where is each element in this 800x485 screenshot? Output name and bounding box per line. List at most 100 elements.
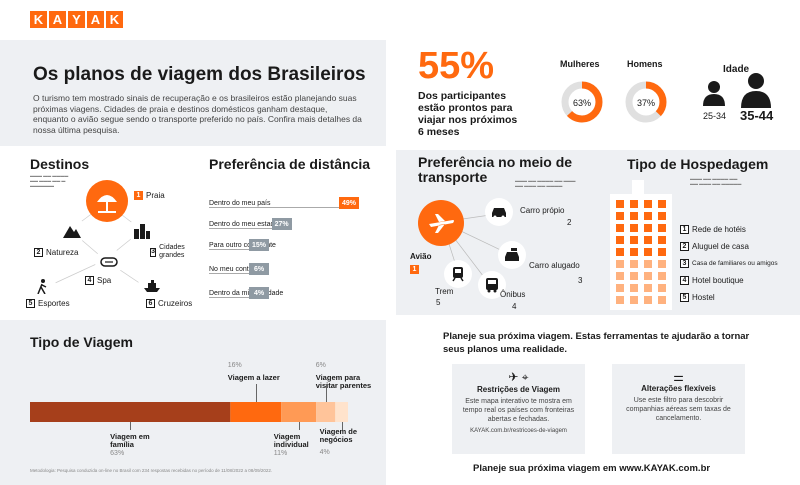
- tipo-viagem-label: Viagem de negócios: [319, 427, 358, 444]
- tipo-viagem-segment: [316, 402, 336, 422]
- distancia-row-value: 4%: [249, 287, 269, 299]
- tool-alteracoes-title: Alterações flexíveis: [641, 384, 716, 393]
- tipo-viagem-leader: [130, 422, 132, 430]
- destino-item-esportes: 5 Esportes: [26, 299, 70, 308]
- person-large-icon: [741, 73, 771, 108]
- hotel-window: [616, 296, 624, 304]
- tool-restricoes[interactable]: ✈ ⌖ Restrições de Viagem Este mapa inter…: [452, 364, 585, 454]
- tool-restricoes-title: Restrições de Viagem: [476, 385, 560, 394]
- tipo-viagem-title: Tipo de Viagem: [30, 334, 133, 350]
- person-small-icon: [703, 81, 725, 106]
- hotel-window: [630, 200, 638, 208]
- hotel-window: [644, 224, 652, 232]
- tool-restricoes-link[interactable]: KAYAK.com.br/restricoes-de-viagem: [470, 428, 567, 434]
- hiking-icon: [28, 272, 56, 300]
- airplane-icon: [418, 200, 464, 246]
- tipo-viagem-pct: 63%: [110, 450, 125, 457]
- hotel-window: [630, 260, 638, 268]
- hotel-window: [658, 200, 666, 208]
- hospedagem-item: 3 Casa de familiares ou amigos: [680, 259, 778, 268]
- hospedagem-title: Tipo de Hospedagem: [627, 156, 769, 172]
- spa-icon: [95, 248, 123, 276]
- hospedagem-item: 1 Rede de hotéis: [680, 225, 746, 234]
- hospedagem-item-label: Casa de familiares ou amigos: [692, 260, 778, 267]
- hotel-window: [616, 200, 624, 208]
- hotel-window: [644, 284, 652, 292]
- hospedagem-item-number: 2: [680, 242, 689, 251]
- distancia-row-label: Dentro da minha cidade: [209, 289, 284, 297]
- intro-panel: Os planos de viagem dos Brasileiros O tu…: [0, 40, 386, 146]
- hotel-window: [630, 248, 638, 256]
- hospedagem-item-number: 1: [680, 225, 689, 234]
- tool-alteracoes[interactable]: ⚌ Alterações flexíveis Use este filtro p…: [612, 364, 745, 454]
- destino-item-praia: 1 Praia: [134, 191, 165, 200]
- methodology-note: Metodologia: Pesquisa conduzida on-line …: [30, 468, 273, 473]
- distancia-row-label: Dentro do meu país: [209, 199, 271, 207]
- tipo-viagem-leader: [341, 422, 343, 430]
- transporte-carro-alugado-n: 3: [578, 276, 583, 285]
- distancia-row-bar: [209, 297, 269, 298]
- tipo-viagem-segment: [281, 402, 317, 422]
- distancia-row-bar: [209, 273, 269, 274]
- hotel-building-icon: [610, 180, 672, 310]
- hotel-window: [616, 224, 624, 232]
- hospedagem-item-number: 5: [680, 293, 689, 302]
- hospedagem-item-label: Rede de hotéis: [692, 225, 746, 234]
- women-pct: 63%: [572, 98, 591, 108]
- mountain-icon: [58, 217, 86, 245]
- transporte-trem-n: 5: [436, 298, 441, 307]
- age-b: 35-44: [740, 108, 774, 123]
- hotel-window: [644, 200, 652, 208]
- hospedagem-item: 2 Aluguel de casa: [680, 242, 749, 251]
- distancia-row-label: No meu continente: [209, 265, 268, 273]
- transporte-aviao-label: Avião: [410, 252, 432, 261]
- distancia-title: Preferência de distância: [209, 156, 371, 172]
- tipo-viagem-bar: [30, 402, 348, 422]
- distancia-row: Dentro da minha cidade 4%: [209, 287, 369, 299]
- hotel-window: [644, 236, 652, 244]
- men-label: Homens: [627, 59, 663, 69]
- tools-intro: Planeje sua próxima viagem. Estas ferram…: [443, 331, 750, 355]
- destino-item-cidades: 3 Cidades grandes: [150, 244, 185, 259]
- tipo-viagem-leader: [255, 384, 257, 402]
- hotel-window: [616, 284, 624, 292]
- distancia-row-value: 27%: [271, 218, 292, 230]
- tipo-viagem-segment: [230, 402, 282, 422]
- hospedagem-item: 5 Hostel: [680, 293, 715, 302]
- hotel-window: [658, 212, 666, 220]
- transporte-onibus-n: 4: [512, 302, 517, 311]
- distancia-row-value: 15%: [249, 239, 269, 251]
- hotel-window: [630, 272, 638, 280]
- tools-footer[interactable]: Planeje sua próxima viagem em www.KAYAK.…: [473, 463, 711, 474]
- hotel-window: [630, 296, 638, 304]
- hospedagem-item-number: 3: [680, 259, 689, 268]
- tipo-viagem-segment: [30, 402, 231, 422]
- hotel-window: [644, 260, 652, 268]
- transporte-trem: Trem: [435, 287, 454, 296]
- big-percent: 55%: [418, 45, 495, 87]
- transporte-subnote: ▬▬▬ ▬▬ ▬▬▬▬ ▬▬ ▬▬▬ ▬▬ ▬▬▬ ▬▬ ▬▬▬▬: [515, 178, 576, 188]
- cruise-ship-icon: [138, 272, 166, 300]
- tipo-viagem-label: Viagem para visitar parentes: [315, 373, 372, 390]
- transporte-onibus: Ônibus: [500, 290, 526, 299]
- hospedagem-item-label: Hostel: [692, 293, 715, 302]
- tipo-viagem-pct: 4%: [319, 449, 330, 456]
- hotel-window: [658, 248, 666, 256]
- hotel-window: [658, 272, 666, 280]
- distancia-row: Para outro continente 15%: [209, 239, 369, 251]
- hotel-window: [658, 236, 666, 244]
- beach-umbrella-icon: [86, 180, 128, 222]
- hotel-window: [630, 212, 638, 220]
- tipo-viagem-segment: [335, 402, 348, 422]
- hotel-window: [658, 260, 666, 268]
- big-caption: Dos participantes estão prontos para via…: [418, 90, 518, 138]
- transporte-title: Preferência no meio de transporte: [418, 154, 573, 185]
- tipo-viagem-label: Viagem a lazer: [227, 373, 280, 382]
- distancia-row: Dentro do meu estado 27%: [209, 218, 369, 230]
- age-label: Idade: [723, 64, 750, 75]
- transporte-carro-proprio-n: 2: [567, 218, 572, 227]
- transporte-aviao-n: 1: [410, 265, 419, 274]
- kayak-logo[interactable]: K A Y A K: [30, 11, 123, 28]
- hospedagem-item-label: Aluguel de casa: [692, 242, 749, 251]
- intro-text: O turismo tem mostrado sinais de recuper…: [33, 93, 362, 135]
